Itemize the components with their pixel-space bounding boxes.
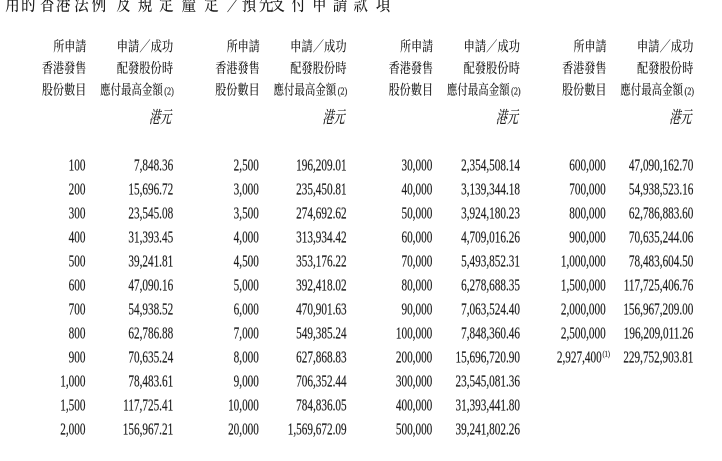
svg-text:196,209,011.26: 196,209,011.26	[624, 324, 694, 343]
svg-text:5,000: 5,000	[234, 276, 259, 295]
svg-text:3,500: 3,500	[234, 204, 259, 223]
svg-text:70,635,244.06: 70,635,244.06	[629, 228, 693, 247]
svg-text:15,696.72: 15,696.72	[128, 180, 173, 199]
svg-text:7,848.36: 7,848.36	[134, 156, 173, 175]
svg-text:3,000: 3,000	[234, 180, 259, 199]
svg-text:2,500: 2,500	[234, 156, 259, 175]
svg-text:2,000: 2,000	[60, 420, 85, 439]
svg-text:(2): (2)	[511, 85, 520, 96]
svg-text:117,725,406.76: 117,725,406.76	[624, 276, 694, 295]
svg-text:30,000: 30,000	[401, 156, 432, 175]
svg-text:156,967.21: 156,967.21	[123, 420, 173, 439]
svg-text:235,450.81: 235,450.81	[296, 180, 346, 199]
svg-text:9,000: 9,000	[234, 372, 259, 391]
svg-text:1,500,000: 1,500,000	[561, 276, 606, 295]
svg-text:229,752,903.81: 229,752,903.81	[623, 348, 693, 367]
svg-text:20,000: 20,000	[228, 420, 259, 439]
svg-text:200,000: 200,000	[396, 348, 432, 367]
svg-text:500: 500	[69, 252, 86, 271]
svg-text:6,000: 6,000	[234, 300, 259, 319]
svg-text:40,000: 40,000	[401, 180, 432, 199]
svg-text:900: 900	[69, 348, 86, 367]
svg-text:5,493,852.31: 5,493,852.31	[461, 252, 520, 271]
svg-text:39,241,802.26: 39,241,802.26	[456, 420, 520, 439]
svg-text:7,063,524.40: 7,063,524.40	[461, 300, 520, 319]
svg-text:2,927,400: 2,927,400	[557, 348, 602, 367]
svg-text:1,500: 1,500	[60, 396, 85, 415]
svg-text:23,545,081.36: 23,545,081.36	[456, 372, 520, 391]
svg-text:4,709,016.26: 4,709,016.26	[461, 228, 520, 247]
svg-text:400,000: 400,000	[396, 396, 432, 415]
svg-text:70,635.24: 70,635.24	[128, 348, 173, 367]
svg-text:706,352.44: 706,352.44	[296, 372, 346, 391]
svg-text:627,868.83: 627,868.83	[296, 348, 346, 367]
svg-text:784,836.05: 784,836.05	[296, 396, 346, 415]
svg-text:78,483,604.50: 78,483,604.50	[629, 252, 693, 271]
svg-text:100,000: 100,000	[396, 324, 432, 343]
svg-text:300,000: 300,000	[396, 372, 432, 391]
svg-text:196,209.01: 196,209.01	[296, 156, 346, 175]
svg-text:600: 600	[69, 276, 86, 295]
svg-text:78,483.61: 78,483.61	[128, 372, 173, 391]
svg-text:90,000: 90,000	[401, 300, 432, 319]
svg-text:47,090.16: 47,090.16	[128, 276, 173, 295]
svg-text:470,901.63: 470,901.63	[296, 300, 346, 319]
svg-text:1,000,000: 1,000,000	[561, 252, 606, 271]
svg-text:800: 800	[69, 324, 86, 343]
svg-text:80,000: 80,000	[401, 276, 432, 295]
svg-text:4,000: 4,000	[234, 228, 259, 247]
svg-text:62,786,883.60: 62,786,883.60	[629, 204, 693, 223]
svg-text:47,090,162.70: 47,090,162.70	[629, 156, 693, 175]
svg-text:50,000: 50,000	[401, 204, 432, 223]
svg-text:(2): (2)	[164, 85, 173, 96]
svg-text:2,354,508.14: 2,354,508.14	[461, 156, 520, 175]
svg-text:23,545.08: 23,545.08	[128, 204, 173, 223]
svg-text:700,000: 700,000	[569, 180, 605, 199]
svg-text:6,278,688.35: 6,278,688.35	[461, 276, 520, 295]
svg-text:549,385.24: 549,385.24	[296, 324, 346, 343]
svg-text:70,000: 70,000	[401, 252, 432, 271]
svg-text:100: 100	[69, 156, 86, 175]
svg-text:600,000: 600,000	[569, 156, 605, 175]
svg-text:274,692.62: 274,692.62	[296, 204, 346, 223]
svg-text:400: 400	[69, 228, 86, 247]
svg-text:353,176.22: 353,176.22	[296, 252, 346, 271]
svg-text:200: 200	[69, 180, 86, 199]
svg-text:8,000: 8,000	[234, 348, 259, 367]
svg-text:(1): (1)	[603, 350, 611, 359]
svg-text:1,000: 1,000	[60, 372, 85, 391]
svg-text:60,000: 60,000	[401, 228, 432, 247]
svg-text:3,924,180.23: 3,924,180.23	[461, 204, 520, 223]
svg-text:15,696,720.90: 15,696,720.90	[456, 348, 520, 367]
svg-text:31,393.45: 31,393.45	[128, 228, 173, 247]
svg-text:(2): (2)	[338, 85, 347, 96]
svg-text:500,000: 500,000	[396, 420, 432, 439]
svg-text:800,000: 800,000	[569, 204, 605, 223]
svg-text:313,934.42: 313,934.42	[296, 228, 346, 247]
svg-text:3,139,344.18: 3,139,344.18	[461, 180, 520, 199]
svg-text:54,938.52: 54,938.52	[128, 300, 173, 319]
svg-text:4,500: 4,500	[234, 252, 259, 271]
svg-text:900,000: 900,000	[569, 228, 605, 247]
svg-text:7,000: 7,000	[234, 324, 259, 343]
svg-text:2,500,000: 2,500,000	[561, 324, 606, 343]
svg-text:39,241.81: 39,241.81	[128, 252, 173, 271]
svg-text:54,938,523.16: 54,938,523.16	[629, 180, 693, 199]
svg-text:10,000: 10,000	[228, 396, 259, 415]
svg-text:1,569,672.09: 1,569,672.09	[288, 420, 347, 439]
svg-text:392,418.02: 392,418.02	[296, 276, 346, 295]
svg-text:700: 700	[69, 300, 86, 319]
svg-text:2,000,000: 2,000,000	[561, 300, 606, 319]
svg-text:156,967,209.00: 156,967,209.00	[623, 300, 693, 319]
svg-text:117,725.41: 117,725.41	[123, 396, 173, 415]
svg-text:62,786.88: 62,786.88	[128, 324, 173, 343]
svg-text:31,393,441.80: 31,393,441.80	[456, 396, 520, 415]
svg-text:7,848,360.46: 7,848,360.46	[461, 324, 520, 343]
svg-text:(2): (2)	[685, 85, 694, 96]
svg-text:300: 300	[69, 204, 86, 223]
